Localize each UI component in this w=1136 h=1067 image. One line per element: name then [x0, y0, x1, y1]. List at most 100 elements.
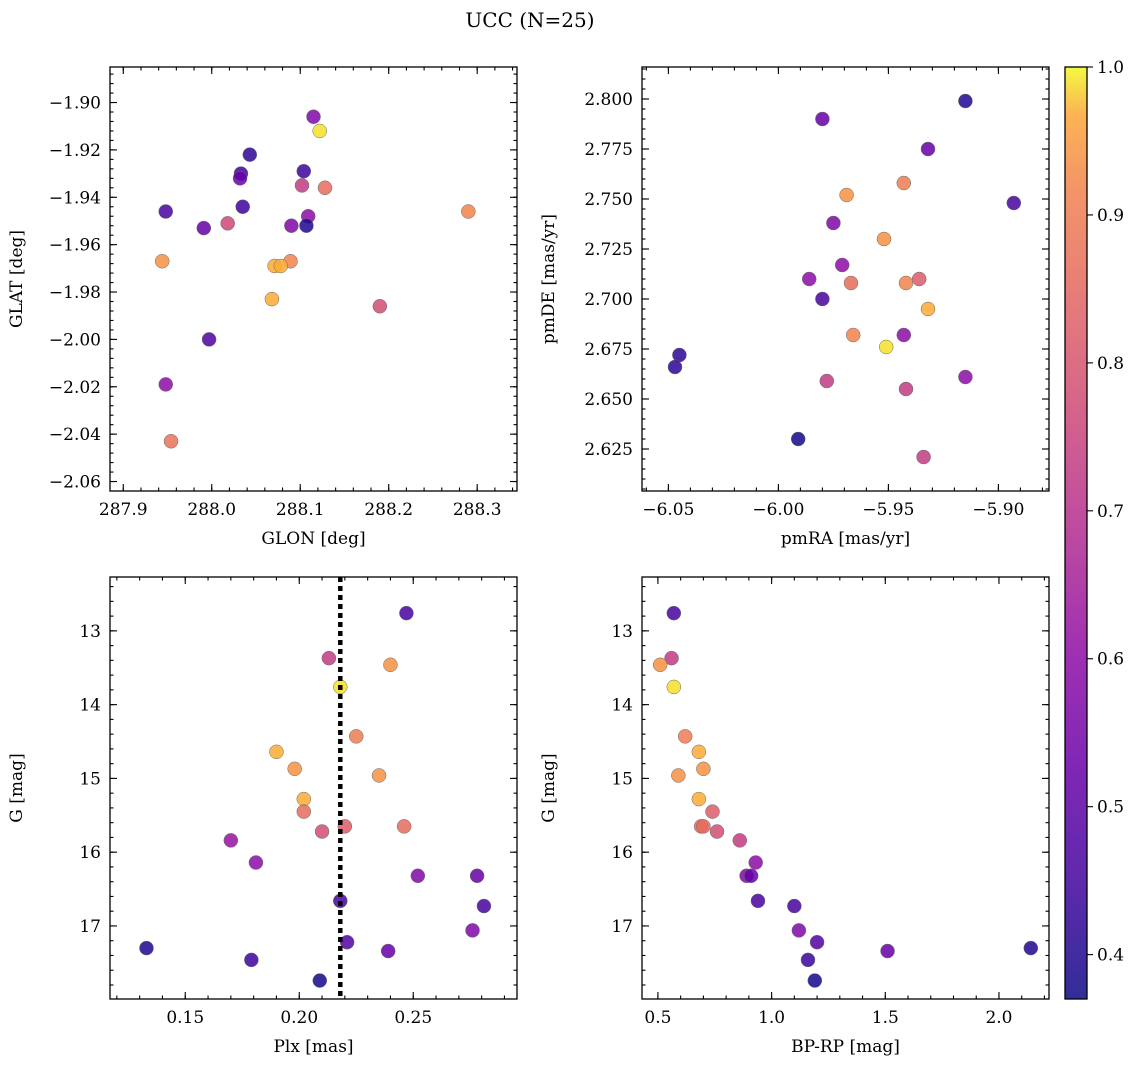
data-point	[371, 768, 387, 783]
data-point	[671, 768, 686, 783]
data-point	[666, 605, 682, 621]
y-tick-label: 2.775	[584, 140, 633, 160]
plot-frame	[109, 576, 518, 1000]
data-point	[1006, 195, 1022, 211]
y-axis-label: pmDE [mas/yr]	[539, 214, 559, 344]
x-tick-label: 0.5	[644, 1008, 671, 1028]
y-tick-label: 16	[79, 843, 101, 863]
data-point	[296, 163, 312, 179]
panel-pmra-pmde: −6.05 −6.00 −5.95 −5.90 2.625 2.650 2.675 2.700…	[539, 66, 1050, 549]
x-tick-label: 1.5	[872, 1008, 899, 1028]
data-point	[898, 381, 914, 397]
data-point	[139, 940, 154, 956]
panel-plx-g: 0.15 0.20 0.25 13 14 15 16 17 Plx [mas] G [mag]	[7, 576, 518, 1057]
data-point	[743, 868, 759, 884]
colorbar-tick-label: 0.4	[1097, 946, 1124, 966]
data-point	[1023, 940, 1039, 956]
data-point	[154, 253, 170, 269]
x-tick-label: −5.90	[972, 500, 1024, 520]
data-point	[878, 339, 894, 355]
data-point	[264, 291, 280, 307]
y-tick-label: −2.00	[49, 330, 101, 350]
data-point	[321, 650, 337, 666]
plot-frame	[641, 576, 1050, 1000]
x-tick-label: −5.95	[862, 500, 914, 520]
y-tick-label: 2.675	[584, 340, 633, 360]
y-tick-label: −1.94	[49, 188, 101, 208]
x-axis-label: Plx [mas]	[273, 1037, 353, 1057]
colorbar-gradient	[1065, 67, 1087, 999]
data-point	[896, 175, 912, 191]
y-tick-label: 2.700	[584, 290, 633, 310]
data-point	[476, 898, 492, 914]
data-point	[235, 199, 250, 215]
data-point	[469, 868, 485, 884]
data-point	[709, 824, 725, 839]
y-tick-label: 13	[611, 622, 633, 642]
data-point	[787, 898, 802, 914]
y-tick-label: 2.650	[584, 390, 633, 410]
data-point	[296, 791, 312, 807]
y-tick-label: 2.750	[584, 190, 633, 210]
y-tick-label: 14	[611, 696, 633, 716]
data-point	[232, 171, 248, 186]
x-axis-label: pmRA [mas/yr]	[781, 529, 910, 549]
data-point	[396, 819, 412, 834]
data-point	[339, 934, 355, 950]
data-point	[299, 218, 314, 233]
data-point	[920, 141, 936, 157]
data-point	[312, 973, 328, 988]
y-tick-label: 13	[79, 622, 101, 642]
data-point	[916, 449, 931, 465]
y-tick-label: −1.90	[49, 94, 101, 114]
data-point	[815, 111, 830, 127]
y-axis-label: G [mag]	[539, 753, 559, 822]
colorbar-tick-label: 0.9	[1097, 206, 1124, 226]
data-point	[163, 434, 179, 449]
data-point	[896, 327, 912, 343]
y-tick-label: −1.98	[49, 283, 101, 303]
y-tick-label: 17	[79, 917, 101, 937]
figure-title: UCC (N=25)	[465, 8, 594, 32]
x-tick-label: 288.3	[453, 500, 502, 520]
colorbar-tick-label: 0.6	[1097, 650, 1124, 670]
data-point	[880, 943, 895, 959]
x-tick-label: 2.0	[985, 1008, 1012, 1028]
data-point	[696, 819, 711, 834]
y-tick-label: −2.02	[49, 378, 101, 398]
data-point	[158, 204, 173, 219]
data-point	[269, 744, 284, 760]
data-point	[220, 216, 235, 231]
data-point	[294, 178, 310, 193]
data-point	[461, 204, 476, 219]
y-axis-label: G [mag]	[7, 753, 27, 822]
data-point	[843, 275, 859, 291]
data-point	[349, 729, 364, 744]
y-tick-label: −1.92	[49, 141, 101, 161]
x-tick-label: 287.9	[99, 500, 148, 520]
data-point	[750, 893, 766, 909]
data-point	[958, 93, 973, 109]
data-point	[244, 952, 259, 968]
data-point	[410, 868, 426, 884]
data-point	[399, 605, 414, 621]
y-tick-label: 15	[79, 769, 101, 789]
data-point	[807, 973, 823, 988]
x-tick-label: 288.0	[187, 500, 236, 520]
colorbar-frame	[1064, 66, 1088, 1000]
colorbar: 0.4 0.5 0.6 0.7 0.8 0.9 1.0	[1064, 58, 1124, 1000]
x-tick-label: 288.2	[364, 500, 413, 520]
data-point	[372, 298, 388, 314]
y-tick-label: 15	[611, 769, 633, 789]
data-point	[809, 934, 825, 950]
y-tick-label: −2.06	[49, 473, 101, 493]
y-tick-label: 17	[611, 917, 633, 937]
data-point	[664, 650, 679, 666]
y-tick-label: −1.96	[49, 236, 101, 256]
data-point	[666, 679, 682, 695]
data-point	[284, 218, 299, 233]
colorbar-tick-label: 1.0	[1097, 58, 1124, 78]
data-point	[380, 943, 396, 959]
data-point	[248, 855, 264, 870]
x-tick-label: 288.1	[276, 500, 325, 520]
